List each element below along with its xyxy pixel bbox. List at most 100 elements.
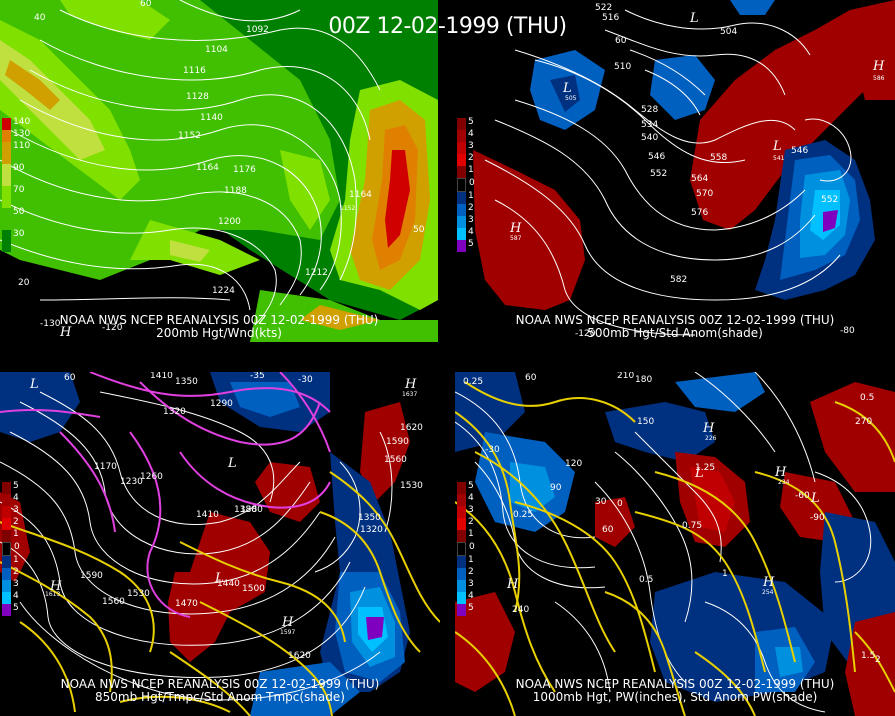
legend-swatch: 90	[2, 163, 24, 186]
contour-label: 1164	[196, 163, 219, 173]
contour-label: 1128	[186, 92, 209, 102]
high-pressure-center: H	[872, 59, 885, 74]
contour-label: 150	[637, 417, 654, 427]
legend-label: 50	[13, 207, 25, 217]
low-pressure-center: L	[689, 11, 699, 26]
contour-label: 0.5	[639, 575, 653, 585]
legend-swatch: 5	[2, 603, 19, 616]
legend-label: 110	[13, 141, 31, 151]
legend-label: 5	[13, 603, 19, 613]
center-value: 586	[873, 75, 885, 82]
contour-label: 60	[602, 525, 614, 535]
contour-label: 1620	[288, 651, 311, 661]
legend-label: 4	[468, 493, 474, 503]
panel-850mb: 1410 1350 1320 1290 1260 1230 1170 1380 …	[0, 372, 440, 716]
contour-label: 180	[635, 375, 652, 385]
contour-label: 1176	[233, 165, 256, 175]
legend-swatch: 5	[457, 603, 474, 616]
contour-label: 0.25	[463, 377, 483, 387]
center-value: 541	[773, 155, 785, 162]
contour-label: 1188	[224, 186, 247, 196]
legend-swatch: 2	[457, 517, 474, 530]
legend-label: 1	[468, 191, 474, 201]
lon-label: -120	[575, 329, 596, 339]
contour-label: 1200	[218, 217, 241, 227]
contour-label: 510	[614, 62, 631, 72]
low-pressure-center: L	[810, 491, 820, 506]
contour-label: 1380	[234, 505, 257, 515]
contour-label: -30	[485, 445, 500, 455]
high-pressure-center: H	[59, 325, 72, 340]
temp-label: -35	[250, 372, 265, 381]
legend-label: 4	[468, 129, 474, 139]
contour-label: 1530	[127, 589, 150, 599]
temp-label: -30	[298, 375, 313, 385]
legend-swatch: 3	[457, 505, 474, 518]
contour-label: 1104	[205, 45, 228, 55]
legend-label: 70	[13, 185, 25, 195]
contour-label: 1290	[210, 399, 233, 409]
legend-swatch: 50	[2, 207, 24, 230]
contour-label: 1140	[200, 113, 223, 123]
center-value: 1597	[280, 629, 295, 636]
caption-850mb: NOAA NWS NCEP REANALYSIS 00Z 12-02-1999 …	[0, 678, 440, 704]
legend-swatch: 1	[457, 191, 474, 204]
contour-label: 1560	[102, 597, 125, 607]
low-pressure-center: L	[562, 81, 572, 96]
high-pressure-center: H	[404, 377, 417, 392]
contour-label: 540	[641, 133, 658, 143]
contour-label: 1224	[212, 286, 235, 296]
legend-swatch: 4	[457, 129, 474, 142]
legend-label: 3	[468, 505, 474, 515]
lat-label: 60	[64, 373, 76, 383]
legend-label: 1	[468, 555, 474, 565]
legend-label: 30	[13, 229, 25, 239]
lat-label: 50	[413, 225, 425, 235]
contour-label: 2	[875, 655, 881, 665]
legend-850mb: 5 4 3 2 1 0 1 2 3 4 5	[2, 481, 20, 616]
legend-label: 4	[468, 227, 474, 237]
legend-1000mb: 5 4 3 2 1 0 1 2 3 4 5	[457, 481, 475, 616]
caption-field: 200mb Hgt/Wnd(kts)	[156, 326, 282, 340]
center-value: 254	[762, 589, 774, 596]
legend-swatch: 2	[2, 517, 19, 530]
legend-swatch: 1	[2, 529, 19, 542]
contour-label: 552	[650, 169, 667, 179]
contour-label: 1500	[242, 584, 265, 594]
lat-label: 60	[525, 373, 537, 383]
contour-label: 1380	[240, 505, 263, 515]
contour-label: 570	[696, 189, 713, 199]
legend-swatch: 110	[2, 141, 30, 164]
legend-label: 90	[13, 163, 25, 173]
contour-label: 1152	[340, 205, 355, 212]
caption-field: 850mb Hgt/Tmpc/Std Anom Tmpc(shade)	[95, 690, 345, 704]
high-pressure-center: H	[49, 579, 62, 594]
contour-label: 0	[617, 499, 623, 509]
legend-swatch: 1	[457, 555, 474, 568]
legend-label: 4	[468, 591, 474, 601]
contour-label: 528	[641, 105, 658, 115]
legend-label: 2	[468, 153, 474, 163]
contour-label: 1470	[175, 599, 198, 609]
contour-label: 504	[720, 27, 737, 37]
lat-label: 60	[615, 36, 627, 46]
contour-label: 1.25	[695, 463, 715, 473]
legend-swatch: 5	[2, 481, 19, 494]
contour-label: 1350	[358, 513, 381, 523]
legend-swatch: 3	[2, 505, 19, 518]
panel-200mb: 1092 1104 1116 1128 1140 1152 1164 1176 …	[0, 0, 438, 342]
legend-swatch: 0	[457, 542, 475, 556]
contour-label: 1092	[246, 25, 269, 35]
contour-label: 1260	[140, 472, 163, 482]
contour-label: 0.5	[860, 393, 874, 403]
legend-label: 2	[13, 517, 19, 527]
contour-label: 1164	[349, 190, 372, 200]
low-pressure-center: L	[772, 139, 782, 154]
lat-label: 20	[18, 278, 30, 288]
legend-label: 2	[468, 517, 474, 527]
panel-500mb: 522 516 504 510 528 534 540 546 552 558 …	[455, 0, 895, 342]
center-value: 1637	[402, 391, 417, 398]
high-pressure-center: H	[506, 577, 519, 592]
caption-field: 1000mb Hgt, PW(inches), Std Anom PW(shad…	[532, 690, 818, 704]
contour-label: 576	[691, 208, 708, 218]
